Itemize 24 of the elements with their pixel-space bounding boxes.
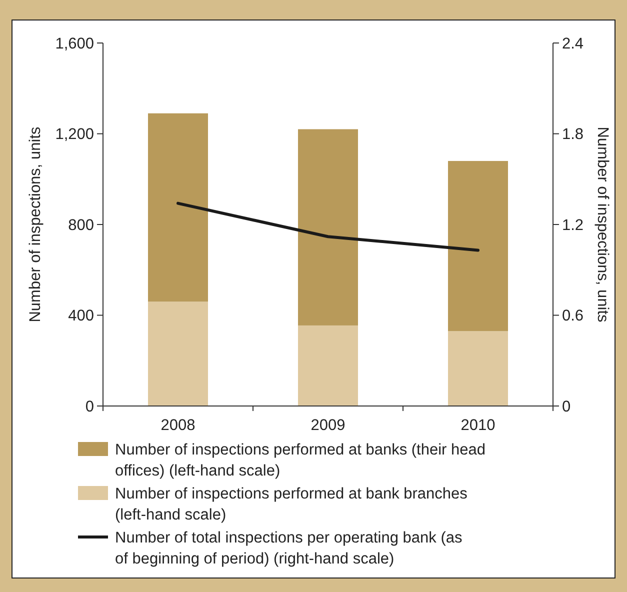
y-tick-label: 0 bbox=[85, 398, 94, 416]
x-tick-label: 2010 bbox=[460, 417, 496, 434]
y2-axis-title: Number of inspections, units bbox=[594, 126, 611, 323]
y2-tick-label: 1.8 bbox=[562, 126, 584, 144]
bar bbox=[148, 302, 208, 406]
legend-label: Number of inspections performed at bank branches (left-hand scale) bbox=[115, 485, 468, 524]
y-tick-label: 400 bbox=[68, 308, 94, 325]
y-tick-label: 1,600 bbox=[55, 35, 94, 52]
y-tick-label: 1,200 bbox=[55, 126, 94, 144]
bar bbox=[148, 113, 208, 302]
legend-label: Number of inspections performed at banks (their head offices) (left-hand scale) bbox=[115, 441, 486, 480]
y2-tick-label: 0.6 bbox=[562, 308, 584, 325]
bar bbox=[298, 129, 358, 326]
bar bbox=[298, 325, 358, 406]
y-tick-label: 800 bbox=[68, 216, 94, 234]
x-tick-label: 2008 bbox=[160, 417, 196, 434]
y2-tick-label: 2.4 bbox=[562, 35, 584, 52]
bar bbox=[448, 160, 508, 332]
x-tick-label: 2009 bbox=[310, 417, 346, 434]
y2-tick-label: 1.2 bbox=[562, 216, 584, 234]
y-axis-title: Number of inspections, units bbox=[27, 126, 44, 322]
bar bbox=[448, 331, 508, 406]
y2-tick-label: 0 bbox=[562, 398, 571, 416]
legend-label: Number of total inspections per operating bank (as of beginning of period) (right-hand scale) bbox=[115, 529, 462, 568]
